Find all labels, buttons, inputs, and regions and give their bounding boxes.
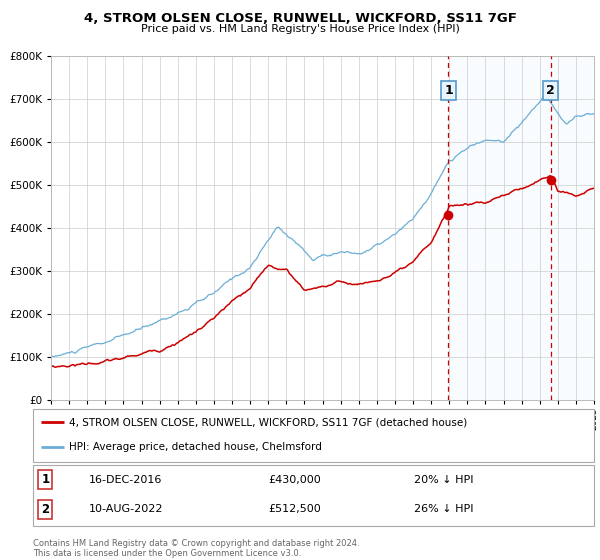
Text: 26% ↓ HPI: 26% ↓ HPI [415,504,474,514]
Text: Contains HM Land Registry data © Crown copyright and database right 2024.: Contains HM Land Registry data © Crown c… [33,539,359,548]
Text: 4, STROM OLSEN CLOSE, RUNWELL, WICKFORD, SS11 7GF: 4, STROM OLSEN CLOSE, RUNWELL, WICKFORD,… [83,12,517,25]
Text: 16-DEC-2016: 16-DEC-2016 [89,474,163,484]
Text: 1: 1 [444,84,453,97]
Text: HPI: Average price, detached house, Chelmsford: HPI: Average price, detached house, Chel… [70,442,322,452]
Text: 10-AUG-2022: 10-AUG-2022 [89,504,164,514]
Text: This data is licensed under the Open Government Licence v3.0.: This data is licensed under the Open Gov… [33,549,301,558]
Text: 4, STROM OLSEN CLOSE, RUNWELL, WICKFORD, SS11 7GF (detached house): 4, STROM OLSEN CLOSE, RUNWELL, WICKFORD,… [70,417,468,427]
FancyBboxPatch shape [33,465,594,526]
Text: £512,500: £512,500 [269,504,322,514]
Text: 2: 2 [547,84,555,97]
Bar [448,56,594,400]
Text: £430,000: £430,000 [269,474,322,484]
FancyBboxPatch shape [33,409,594,462]
Text: 1: 1 [41,473,49,486]
Text: Price paid vs. HM Land Registry's House Price Index (HPI): Price paid vs. HM Land Registry's House … [140,24,460,34]
Text: 2: 2 [41,503,49,516]
Text: 20% ↓ HPI: 20% ↓ HPI [415,474,474,484]
